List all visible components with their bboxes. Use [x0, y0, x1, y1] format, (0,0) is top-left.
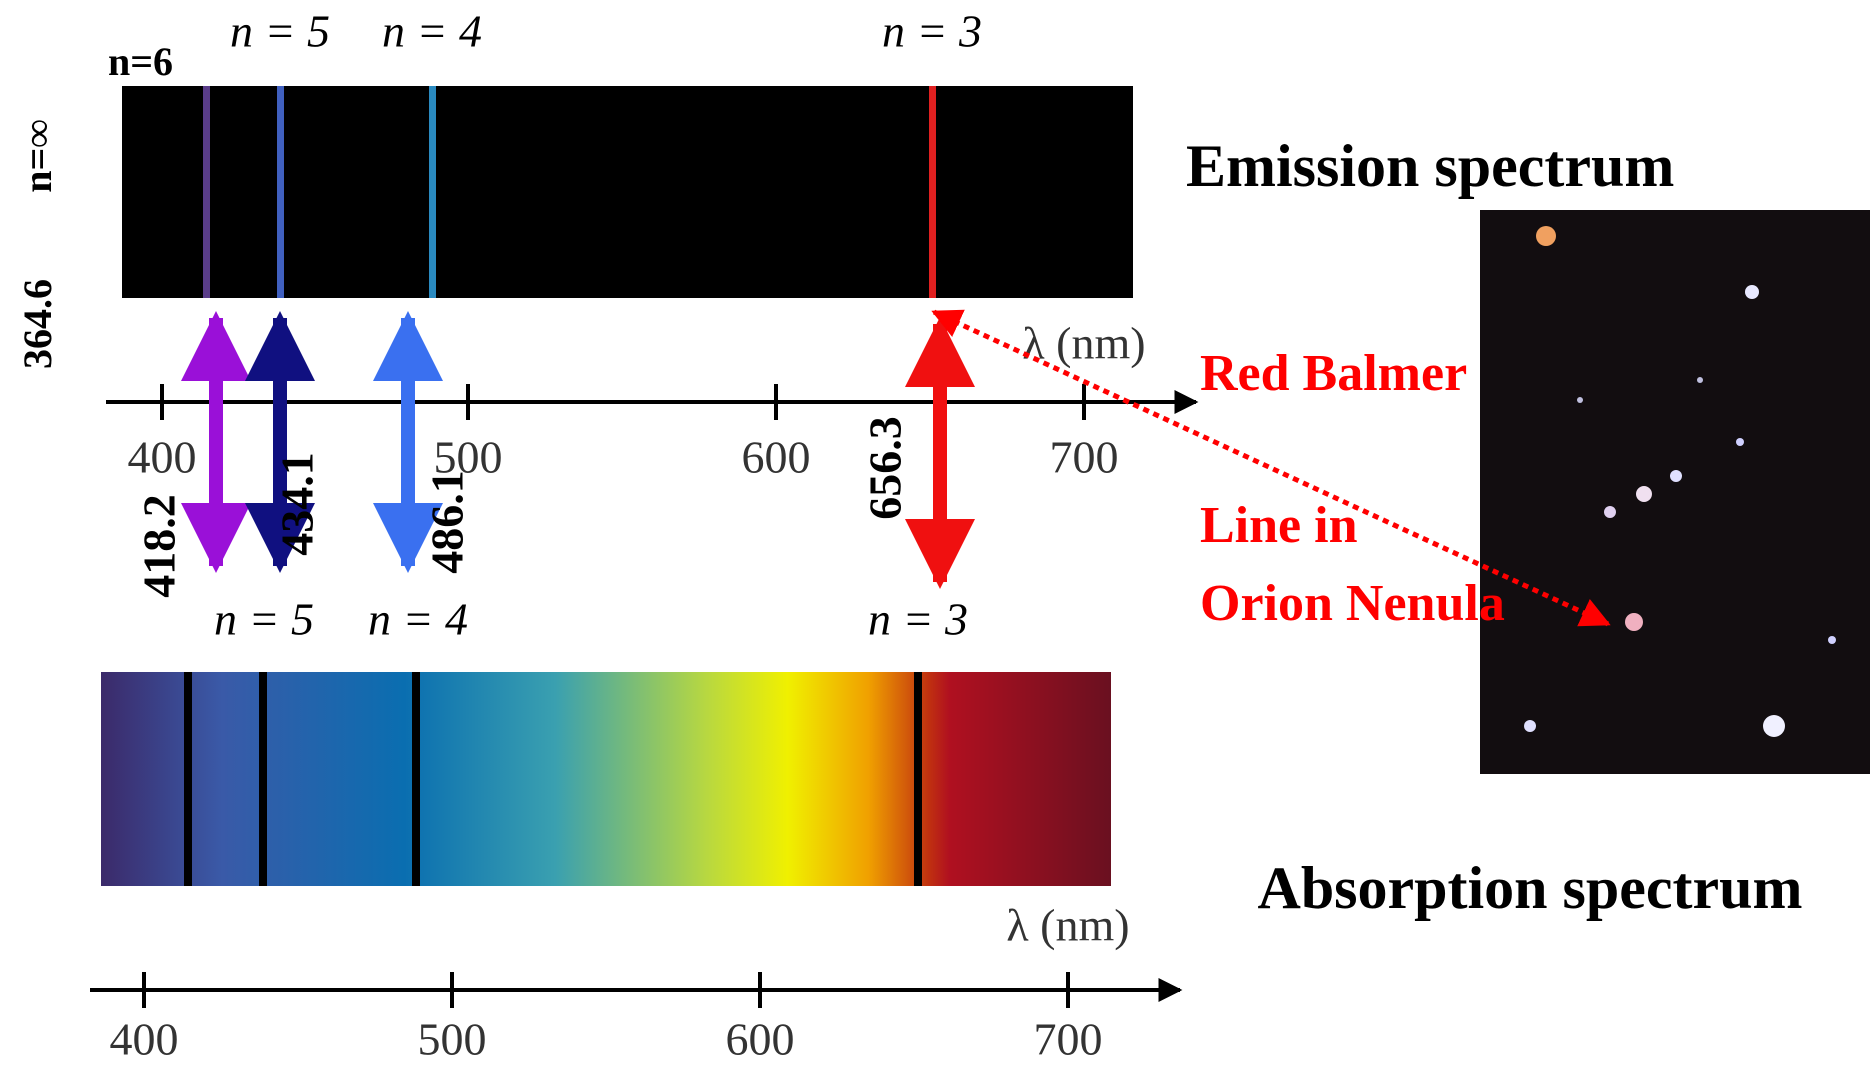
limit-label: 364.6	[15, 279, 60, 369]
wavelength-label: 434.1	[272, 452, 323, 556]
tick-label: 400	[128, 432, 197, 483]
axis-label: λ (nm)	[1006, 900, 1129, 951]
tick-label: 500	[434, 432, 503, 483]
section-title: Absorption spectrum	[1257, 855, 1802, 921]
level-label: n = 5	[230, 6, 330, 57]
tick-label: 600	[726, 1014, 795, 1065]
tick-label: 400	[110, 1014, 179, 1065]
emission-line	[929, 86, 936, 298]
annotation-text: Line in	[1200, 497, 1358, 554]
level-label: n = 4	[368, 594, 468, 645]
emission-line	[203, 86, 210, 298]
section-title: Emission spectrum	[1186, 133, 1674, 199]
annotation-text: Orion Nenula	[1200, 575, 1505, 632]
emission-line	[277, 86, 284, 298]
annotation-arrow	[931, 309, 1611, 627]
tick-label: 600	[742, 432, 811, 483]
level-label: n=∞	[15, 119, 60, 193]
level-label: n=6	[108, 39, 173, 84]
wavelength-label: 486.1	[422, 470, 473, 574]
annotation-text: Red Balmer	[1200, 345, 1467, 402]
nebula-image	[1480, 210, 1870, 774]
wavelength-label: 656.3	[860, 416, 911, 520]
wavelength-label: 418.2	[134, 494, 185, 598]
axis-ticks	[142, 972, 1070, 1008]
level-label: n = 5	[214, 594, 314, 645]
tick-label: 700	[1034, 1014, 1103, 1065]
level-label: n = 3	[868, 594, 968, 645]
level-label: n = 3	[882, 6, 982, 57]
emission-bar	[122, 86, 1133, 298]
absorption-lines	[184, 672, 922, 886]
tick-label: 500	[418, 1014, 487, 1065]
level-label: n = 4	[382, 6, 482, 57]
axis-label: λ (nm)	[1022, 318, 1145, 369]
emission-line	[429, 86, 436, 298]
tick-label: 700	[1050, 432, 1119, 483]
absorption-bar	[101, 672, 1111, 886]
